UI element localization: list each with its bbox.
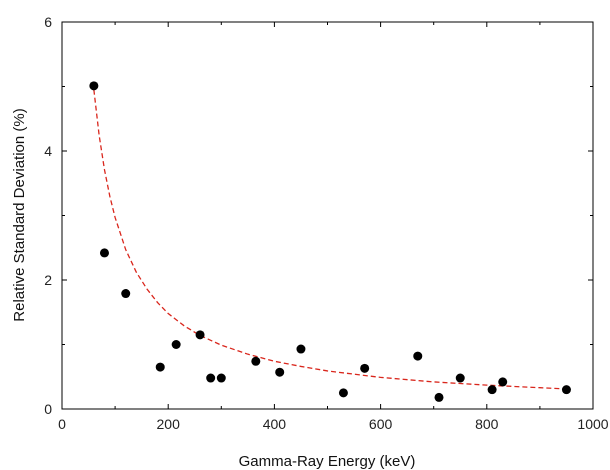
x-tick-label: 600 bbox=[369, 416, 393, 432]
data-point bbox=[338, 388, 348, 398]
x-tick-label: 1000 bbox=[577, 416, 608, 432]
data-point bbox=[413, 351, 423, 361]
data-point bbox=[216, 373, 226, 383]
fit-curve bbox=[93, 89, 567, 390]
data-point bbox=[171, 340, 181, 349]
y-tick-label: 4 bbox=[44, 143, 52, 159]
data-point bbox=[99, 248, 109, 258]
x-tick-label: 0 bbox=[58, 416, 66, 432]
data-point bbox=[155, 362, 165, 372]
axis-ticks: 0 200 400 600 800 1000 0 2 4 6 bbox=[44, 14, 609, 432]
y-tick-label: 2 bbox=[44, 272, 52, 288]
data-point bbox=[498, 377, 508, 387]
data-point bbox=[206, 373, 216, 383]
data-point bbox=[455, 373, 465, 383]
series-layer bbox=[89, 81, 571, 402]
x-tick-label: 400 bbox=[263, 416, 287, 432]
y-axis-title: Relative Standard Deviation (%) bbox=[11, 108, 28, 321]
x-tick-label: 800 bbox=[475, 416, 499, 432]
data-point bbox=[275, 367, 285, 377]
x-tick-label: 200 bbox=[157, 416, 181, 432]
data-point bbox=[434, 392, 444, 402]
data-point bbox=[296, 344, 306, 354]
x-axis-title: Gamma-Ray Energy (keV) bbox=[239, 453, 416, 470]
plot-frame bbox=[61, 21, 594, 410]
data-point bbox=[561, 385, 571, 395]
data-point bbox=[360, 363, 370, 373]
y-tick-label: 6 bbox=[44, 14, 52, 30]
data-point bbox=[251, 356, 261, 366]
data-point bbox=[89, 81, 99, 91]
data-point bbox=[195, 330, 205, 340]
y-tick-label: 0 bbox=[44, 401, 52, 417]
data-point bbox=[487, 385, 497, 395]
data-point bbox=[121, 289, 131, 299]
